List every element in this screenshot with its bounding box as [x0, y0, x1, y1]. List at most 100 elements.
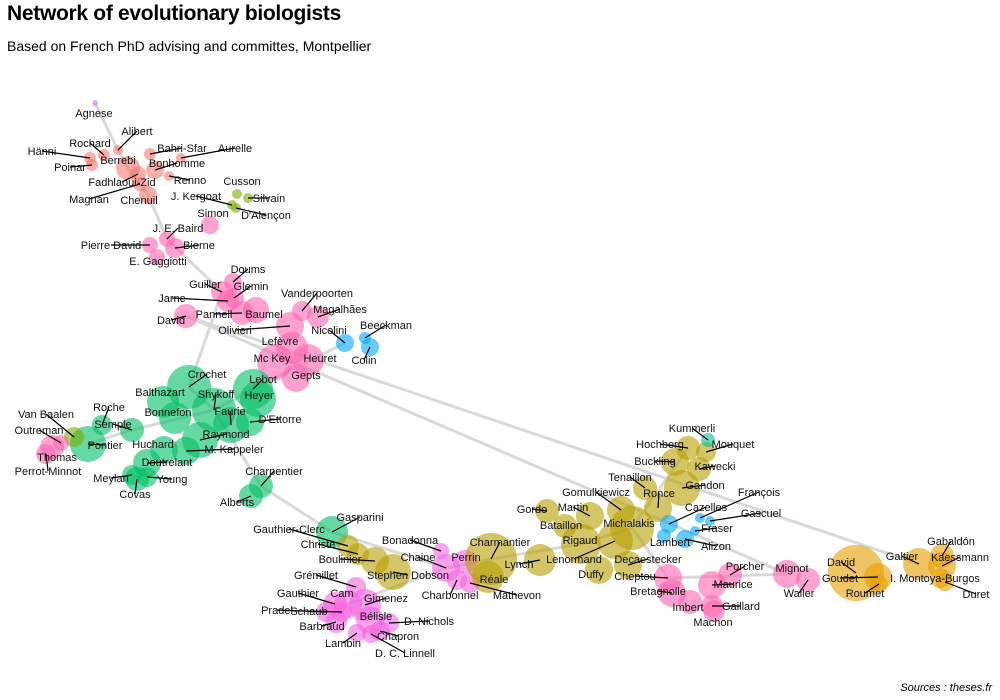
label-charbonnel-71: Charbonnel: [422, 590, 479, 602]
label-ronce-97: Ronce: [643, 488, 675, 500]
label-lebot-40: Lebot: [249, 374, 277, 386]
leader-d-nichols-84: [388, 620, 430, 624]
label-gabaldon-124: Gabaldón: [927, 536, 975, 548]
label-cheptou-111: Cheptou: [614, 571, 656, 583]
leader-fraser-108: [694, 527, 718, 532]
leader-outreman-58: [38, 429, 62, 444]
label-chapron-85: Chapron: [377, 631, 419, 643]
label-machon-117: Machon: [693, 617, 732, 629]
label-faurie-45: Faurie: [214, 406, 245, 418]
label-hochberg-102: Hochberg: [636, 439, 684, 451]
label-gandon-99: Gandon: [685, 480, 724, 492]
leader-buckling-100: [654, 460, 676, 463]
label-gauthier-77: Gauthier: [277, 588, 320, 600]
leader-chaine-69: [417, 556, 447, 569]
label-balthazart-42: Balthazart: [135, 387, 185, 399]
label-gomulkiewicz-96: Gomulkiewicz: [562, 487, 630, 499]
leader-porcher-113: [729, 565, 746, 576]
leader-kaessmann-125: [941, 556, 961, 567]
leader-bierne-20: [174, 244, 200, 249]
label-porcher-113: Porcher: [726, 561, 765, 573]
node-baumel-27: [243, 297, 269, 323]
leader-d-alencon-16: [235, 207, 267, 216]
label-d-alencon-16: D'Alençon: [241, 210, 291, 222]
leader-goudet-121: [839, 576, 879, 579]
label-mouquet-103: Mouquet: [712, 439, 755, 451]
label-charmantier-73: Charmantier: [470, 537, 531, 549]
leader-magnan-11: [88, 183, 141, 200]
label-francois-106: François: [738, 487, 781, 499]
label-tenaillon-98: Tenaillon: [608, 472, 651, 484]
label-stephen-dobson-67: Stephen Dobson: [367, 570, 449, 582]
label-olivieri-31: Olivieri: [218, 325, 252, 337]
leader-gomulkiewicz-96: [595, 491, 622, 511]
label-pradel-80: Pradel: [261, 605, 293, 617]
label-gauthier-clerc-64: Gauthier-Clerc: [253, 524, 325, 536]
source-note: Sources : theses.fr: [900, 682, 992, 694]
label-heuret-34: Heuret: [303, 353, 336, 365]
leader-hochberg-102: [659, 443, 689, 449]
leader-christe-65: [317, 543, 359, 555]
label-bonadonna-68: Bonadonna: [382, 535, 439, 547]
leader-chapron-85: [379, 630, 399, 637]
label-gaillard-116: Gaillard: [722, 601, 760, 613]
leader-charbonnel-71: [449, 579, 458, 596]
node-mignot-118: [773, 560, 801, 588]
label-mignot-118: Mignot: [775, 563, 808, 575]
label-glemin-24: Glemin: [234, 281, 269, 293]
node-lambert-109: [657, 529, 671, 543]
leader-mathevon-72: [469, 582, 518, 596]
label-pierre-david-19: Pierre David: [81, 240, 142, 252]
label-d-nichols-84: D. Nichols: [404, 616, 455, 628]
node-chenuil-12: [139, 186, 157, 204]
leader-nicolini-36: [328, 329, 346, 344]
label-rochard-2: Rochard: [69, 138, 111, 150]
label-galtier-123: Galtier: [886, 551, 919, 563]
label-roumet-122: Roumet: [846, 588, 885, 600]
leader-semple-47: [112, 423, 133, 431]
leader-decaestecker-91: [627, 558, 649, 566]
label-duffy-90: Duffy: [578, 569, 604, 581]
label-david-120: David: [827, 557, 855, 569]
label-poinar-8: Poinar: [54, 162, 86, 174]
label-thomas-59: Thomas: [37, 452, 77, 464]
leader-vanderpoorten-29: [301, 292, 318, 312]
node-e-gaggiotti-21: [149, 249, 165, 265]
leader-gandon-99: [681, 484, 706, 489]
label-j-e-baird-18: J. E. Baird: [153, 223, 204, 235]
leader-magalhaes-30: [317, 308, 341, 318]
leader-j-kergoat-14: [195, 195, 233, 206]
label-bretagnolle-112: Bretagnolle: [630, 586, 686, 598]
leader-francois-106: [699, 491, 760, 519]
label-reale-74: Réale: [480, 574, 509, 586]
label-gasparini-63: Gasparini: [336, 512, 383, 524]
leader-raymond-48: [199, 433, 227, 441]
leader-colin-38: [363, 346, 371, 361]
label-bataillon-92: Bataillon: [540, 520, 582, 532]
leader-layer: [38, 130, 977, 654]
leader-pontier-56: [87, 443, 106, 446]
leader-roche-55: [101, 406, 110, 426]
leader-tenaillon-98: [629, 476, 646, 489]
label-huchard-49: Huchard: [132, 439, 174, 451]
leader-perrot-minnot-60: [45, 453, 49, 472]
label-alberts-62: Alberts: [220, 497, 255, 509]
label-kawecki-101: Kawecki: [695, 461, 736, 473]
leader-gordo-93: [531, 508, 548, 512]
label-magalhaes-30: Magalhães: [313, 304, 367, 316]
leader-bonadonna-68: [409, 539, 442, 552]
label-agnese-0: Agnese: [75, 108, 112, 120]
label-maurice-114: Maurice: [713, 579, 752, 591]
label-michalakis-95: Michalakis: [603, 518, 655, 530]
leader-mouquet-103: [705, 443, 734, 453]
label-david-28: David: [157, 315, 185, 327]
leader-alberts-62: [236, 495, 252, 503]
label-barbraud-82: Barbraud: [299, 621, 344, 633]
leader-charmantier-73: [490, 541, 501, 560]
label-jarne-25: Jarne: [158, 293, 186, 305]
label-alizon-110: Alizon: [701, 541, 731, 553]
label-raymond-48: Raymond: [202, 429, 249, 441]
label-bierne-20: Bierne: [183, 240, 215, 252]
